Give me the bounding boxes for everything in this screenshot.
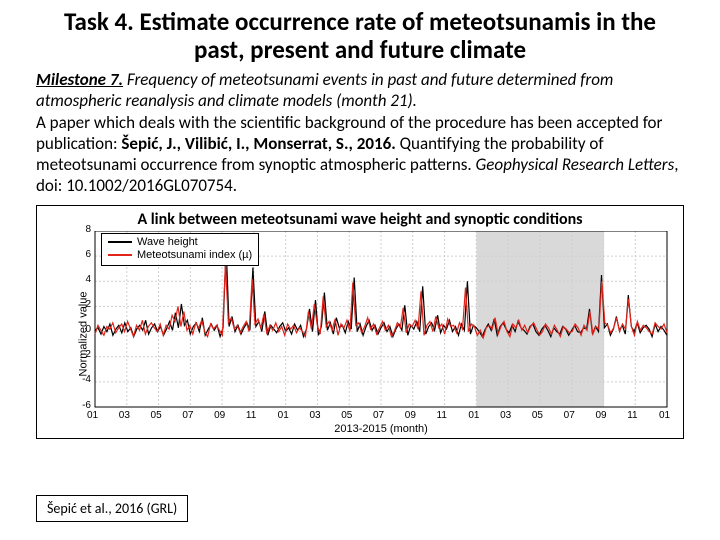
chart-area: Normalized value Wave heightMeteotsunami… (37, 231, 683, 437)
citation-badge: Šepić et al., 2016 (GRL) (36, 495, 188, 522)
chart-caption: A link between meteotsunami wave height … (37, 206, 683, 231)
y-tick-label: 6 (73, 249, 91, 260)
x-tick-label: 05 (341, 410, 352, 421)
x-tick-label: 01 (87, 410, 98, 421)
x-tick-label: 11 (246, 410, 256, 421)
legend-line (108, 254, 132, 256)
x-tick-label: 03 (119, 410, 130, 421)
x-tick-label: 01 (278, 410, 289, 421)
y-tick-label: 2 (73, 299, 91, 310)
legend-label: Wave height (137, 236, 198, 249)
x-tick-label: 03 (500, 410, 511, 421)
y-tick-label: 4 (73, 274, 91, 285)
x-tick-label: 01 (468, 410, 479, 421)
x-tick-label: 05 (532, 410, 543, 421)
milestone-label: Milestone 7. (36, 69, 123, 90)
page-title: Task 4. Estimate occurrence rate of mete… (0, 0, 720, 67)
y-tick-label: 0 (73, 324, 91, 335)
milestone-text-italic: Frequency of meteotsunami events in past… (36, 69, 613, 111)
milestone-citation-bold: Šepić, J., Vilibić, I., Monserrat, S., 2… (121, 133, 395, 154)
x-tick-label: 09 (214, 410, 225, 421)
y-tick-label: -4 (73, 374, 91, 385)
x-tick-label: 11 (437, 410, 447, 421)
chart-legend: Wave heightMeteotsunami index (µ) (101, 233, 259, 266)
x-tick-label: 09 (595, 410, 606, 421)
x-tick-label: 05 (151, 410, 162, 421)
x-tick-label: 01 (659, 410, 670, 421)
legend-line (108, 241, 132, 243)
x-tick-label: 03 (309, 410, 320, 421)
x-tick-label: 07 (373, 410, 384, 421)
y-tick-label: -2 (73, 349, 91, 360)
x-tick-label: 09 (405, 410, 416, 421)
y-tick-label: 8 (73, 224, 91, 235)
x-axis-label: 2013-2015 (month) (334, 423, 428, 437)
milestone-paragraph: Milestone 7. Frequency of meteotsunami e… (0, 67, 720, 203)
chart-container: A link between meteotsunami wave height … (36, 205, 684, 439)
legend-item: Wave height (108, 236, 252, 249)
x-tick-label: 11 (627, 410, 637, 421)
x-tick-label: 07 (564, 410, 575, 421)
legend-label: Meteotsunami index (µ) (137, 249, 252, 262)
x-tick-label: 07 (182, 410, 193, 421)
journal-name: Geophysical Research Letters (476, 154, 675, 175)
legend-item: Meteotsunami index (µ) (108, 249, 252, 262)
